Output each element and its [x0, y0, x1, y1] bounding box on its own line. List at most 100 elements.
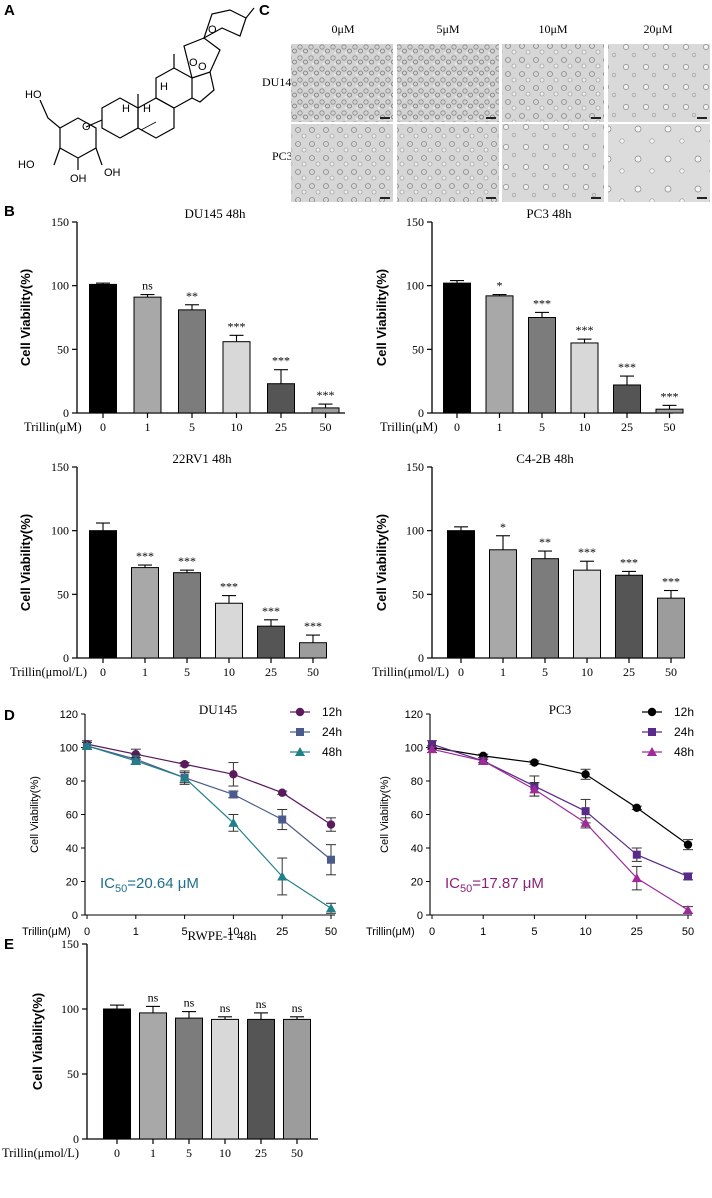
chart-title: DU145 48h [184, 206, 246, 221]
y-tick-label: 150 [61, 937, 79, 951]
data-point [229, 790, 238, 799]
bar [489, 549, 517, 659]
bar [485, 295, 514, 414]
y-tick-label: 100 [406, 279, 424, 293]
bar [531, 558, 559, 659]
bar [443, 282, 471, 414]
ring-d [191, 71, 215, 103]
structure-label-oh1: OH [104, 167, 121, 179]
legend-label: 48h [674, 745, 694, 759]
significance-label: *** [533, 296, 551, 310]
x-tick-label: 25 [623, 665, 635, 679]
series-24h [427, 740, 693, 881]
micrograph-col-label: 5μM [436, 22, 459, 36]
micrograph-du145-0um [291, 44, 393, 122]
significance-label: ns [184, 996, 195, 1010]
panel-letter-a: A [4, 2, 15, 19]
x-tick-label: 1 [133, 926, 139, 938]
significance-label: *** [661, 389, 679, 403]
y-tick-label: 50 [67, 1067, 79, 1081]
legend-label: 24h [674, 725, 694, 739]
bar [131, 567, 159, 659]
x-tick-label: 50 [665, 665, 677, 679]
series-24h [82, 741, 336, 876]
bar [570, 342, 599, 414]
ic50-prefix: IC [100, 875, 115, 892]
significance-label: ns [220, 1001, 231, 1015]
y-tick-label: 100 [51, 279, 69, 293]
ic50-prefix: IC [445, 875, 460, 892]
bar [613, 384, 641, 414]
y-tick-label: 100 [406, 524, 424, 538]
sugar-ring [59, 117, 97, 159]
structure-label-o4: O [198, 61, 207, 73]
y-tick-label: 80 [411, 776, 423, 788]
y-tick-label: 20 [66, 877, 78, 889]
micrograph-pc3-5um [397, 124, 499, 202]
y-axis-label: Cell Viability(%) [374, 514, 389, 611]
x-tick-label: 5 [186, 1146, 192, 1160]
data-point [327, 855, 335, 864]
trillin-structure [39, 7, 255, 170]
micrograph-col-label: 10μM [538, 22, 567, 36]
y-tick-label: 100 [405, 743, 423, 755]
structure-label-h2: H [122, 103, 130, 115]
bar [89, 530, 117, 659]
significance-label: *** [618, 360, 636, 374]
y-tick-label: 40 [66, 843, 78, 855]
micrograph-pc3-0um [291, 124, 393, 202]
y-tick-label: 50 [412, 587, 424, 601]
bar [299, 642, 327, 659]
structure-labels: O O H H H O O HO OH HO OH [18, 24, 217, 185]
data-point [580, 817, 591, 827]
y-tick-label: 60 [66, 810, 78, 822]
y-axis-label: Cell Viability(%) [18, 514, 33, 611]
x-tick-label: 5 [184, 665, 190, 679]
x-tick-label: 1 [142, 665, 148, 679]
x-tick-label: 25 [276, 926, 288, 938]
x-tick-label: 10 [581, 665, 593, 679]
x-axis-label: Trillin(μM) [24, 420, 82, 434]
x-axis-label: Trillin(μmol/L) [2, 1146, 79, 1160]
series-line [86, 745, 332, 861]
data-point [326, 903, 336, 913]
data-point [427, 744, 437, 754]
panel-letter-d: D [4, 707, 15, 724]
micrograph-grid: 0μM 5μM 10μM 20μM DU145 PC3 [262, 22, 710, 202]
data-point [228, 817, 239, 827]
significance-label: ns [142, 279, 153, 293]
micrograph-du145-10um [502, 44, 604, 122]
bar [247, 1018, 275, 1140]
bar [139, 1012, 167, 1140]
bar [267, 383, 295, 414]
x-tick-label: 10 [579, 926, 591, 938]
x-axis-label: Trillin(μmol/L) [10, 665, 87, 679]
y-tick-label: 0 [73, 1132, 79, 1146]
y-tick-label: 0 [418, 406, 424, 420]
ic50-value: =17.87 μM [472, 875, 544, 892]
x-tick-label: 5 [189, 420, 195, 434]
y-axis-label: Cell Viability(%) [374, 269, 389, 366]
significance-label: *** [228, 319, 246, 333]
ic50-annotation: IC50=17.87 μM [445, 875, 544, 895]
series-line [86, 743, 332, 826]
bar [215, 602, 243, 659]
structure-label-ho1: HO [25, 89, 42, 101]
y-tick-label: 150 [406, 460, 424, 474]
ic50-annotation: IC50=20.64 μM [100, 875, 199, 895]
ic50-subscript: 50 [115, 883, 127, 895]
significance-label: ns [292, 1001, 303, 1015]
data-point [684, 872, 692, 881]
y-tick-label: 40 [411, 843, 423, 855]
significance-label: ** [186, 289, 198, 303]
x-tick-label: 0 [100, 420, 106, 434]
bar [447, 530, 475, 659]
x-tick-label: 25 [265, 665, 277, 679]
y-axis-label: Cell Viability(%) [30, 993, 45, 1090]
x-tick-label: 1 [480, 926, 486, 938]
data-point [179, 772, 190, 782]
y-tick-label: 120 [405, 709, 423, 721]
structure-label-ho2: HO [18, 159, 35, 171]
